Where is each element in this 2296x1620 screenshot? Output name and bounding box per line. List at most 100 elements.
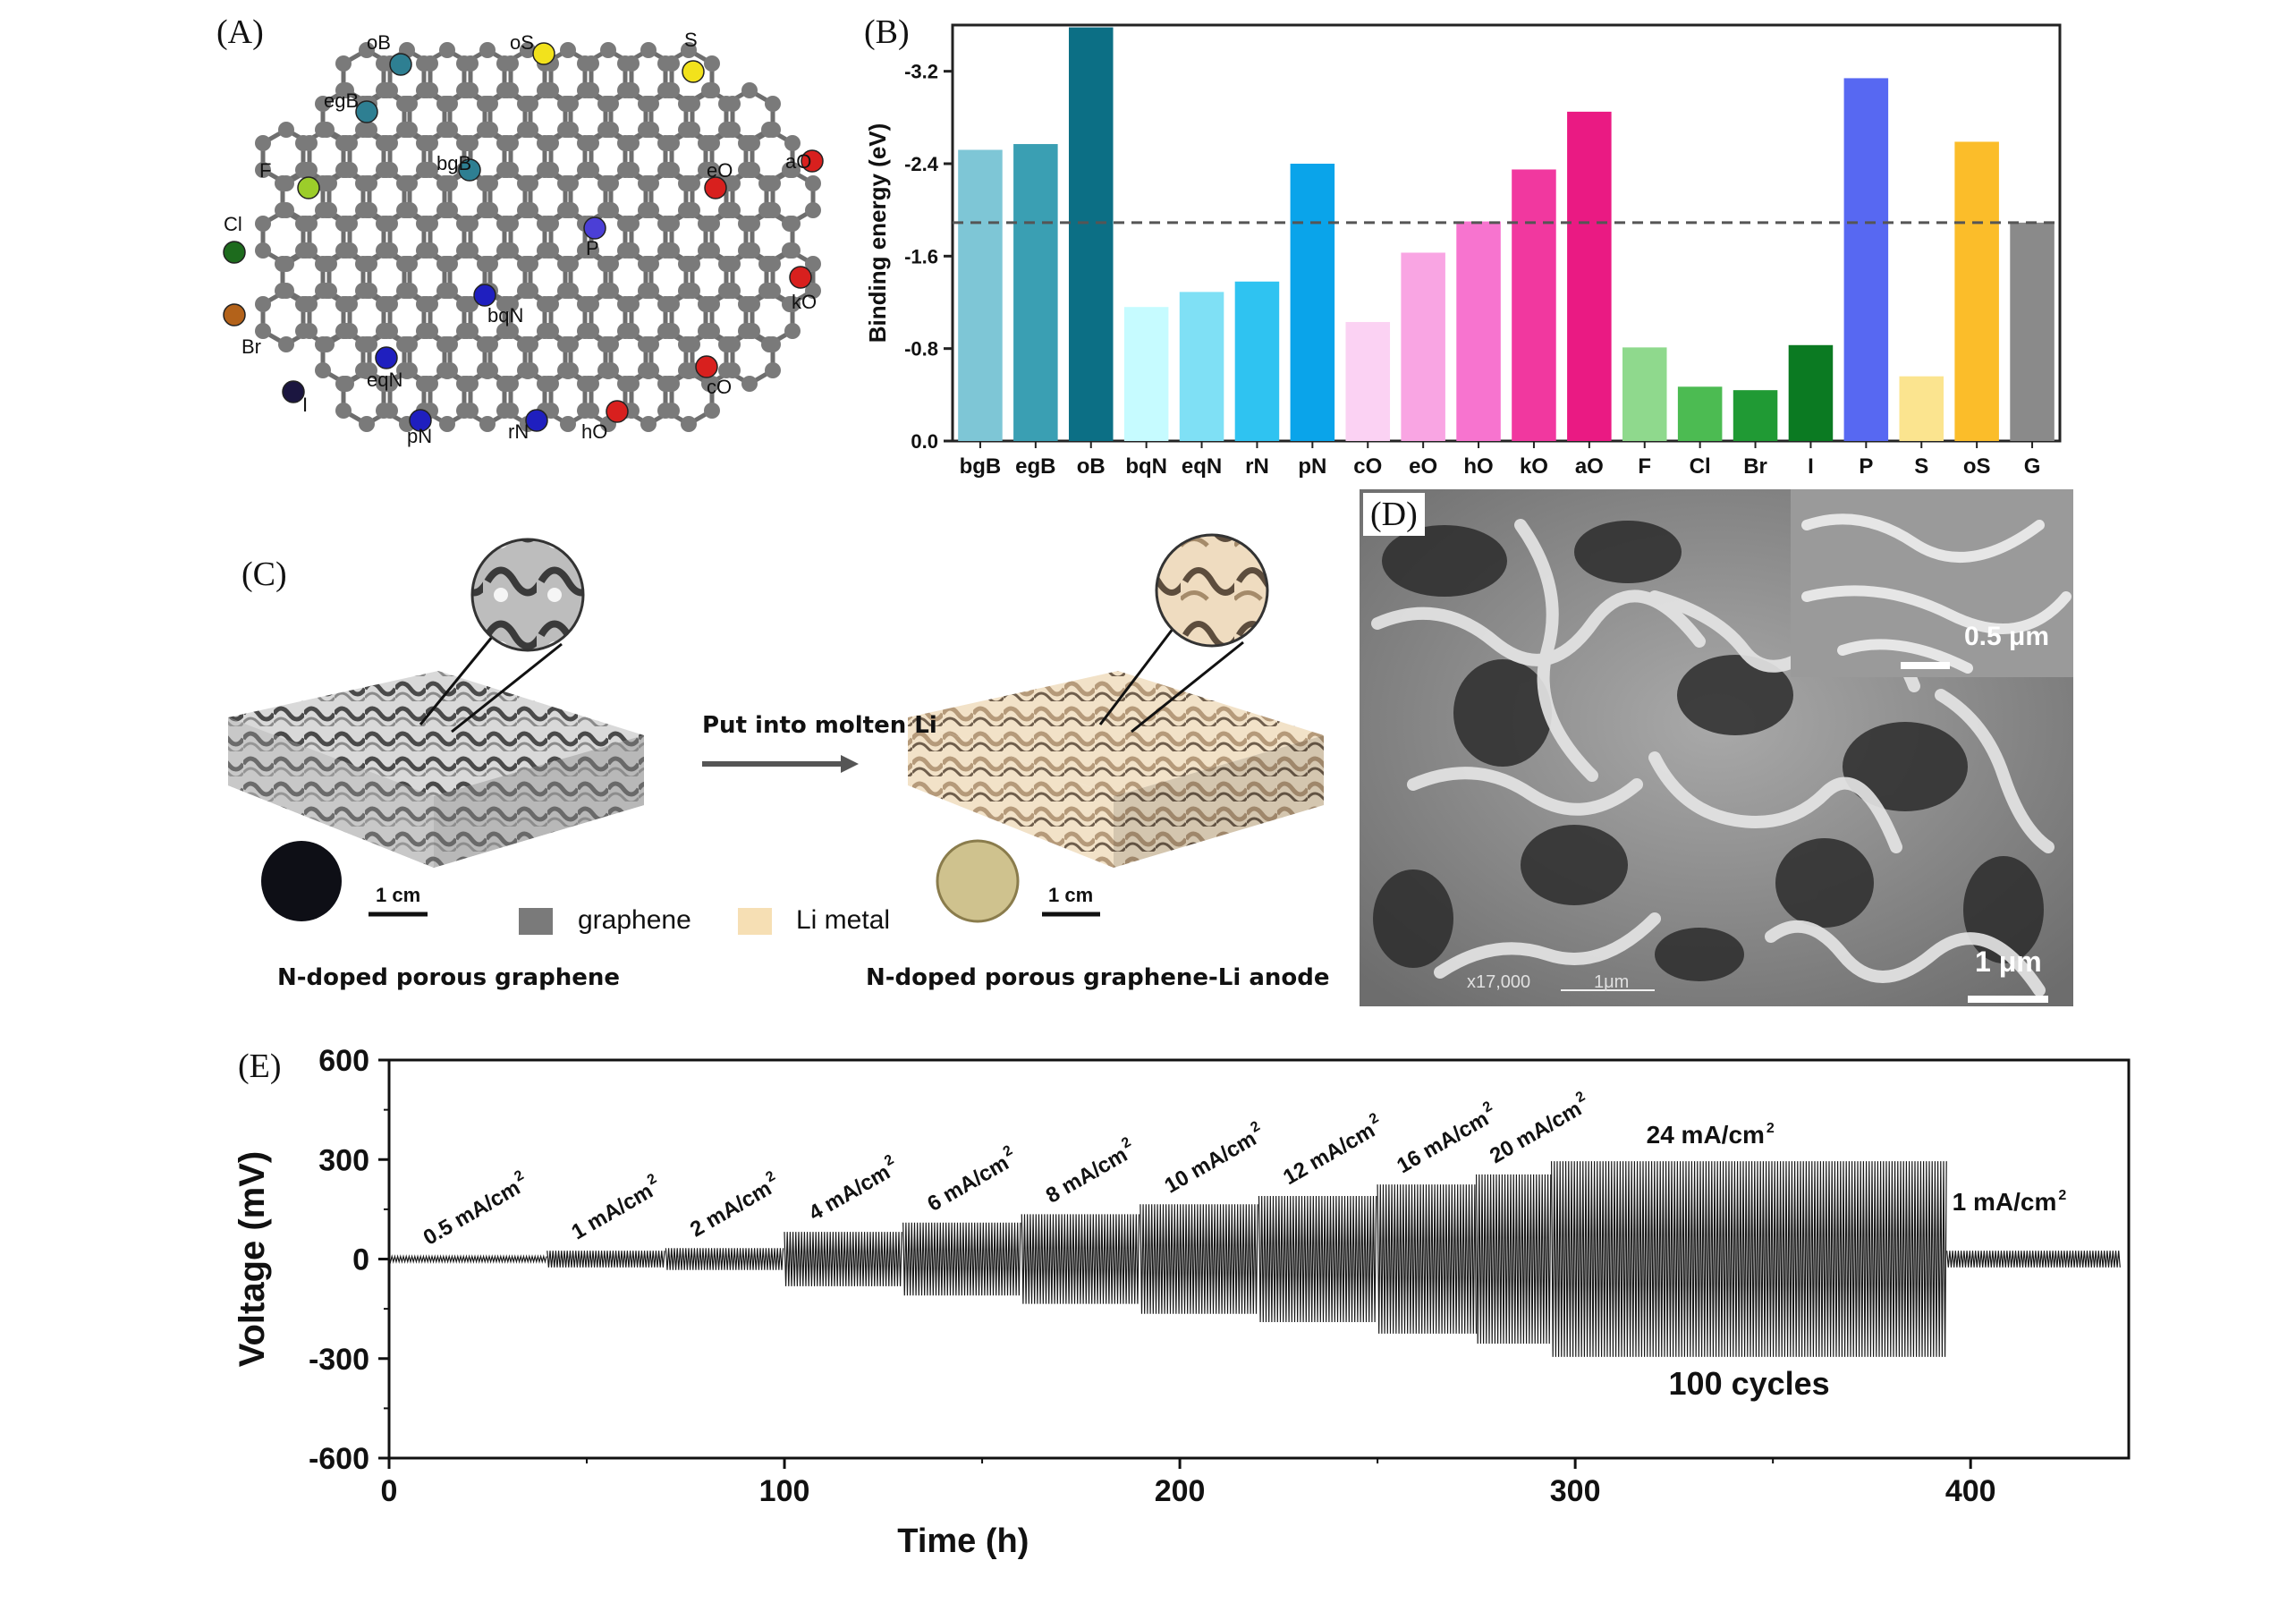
carbon-atom: [517, 175, 533, 191]
carbon-atom: [580, 323, 597, 339]
carbon-atom: [295, 323, 311, 339]
carbon-atom: [681, 363, 697, 379]
bar-rN: [1234, 281, 1280, 441]
carbon-atom: [560, 283, 576, 299]
carbon-atom: [436, 336, 453, 352]
carbon-atom: [479, 416, 496, 432]
y-tick-label-e: 600: [318, 1044, 369, 1078]
rate-label-text: 24 mA/cm: [1647, 1121, 1765, 1149]
carbon-atom: [718, 256, 734, 272]
rate-label-text: 16 mA/cm: [1393, 1107, 1493, 1178]
carbon-atom: [517, 256, 533, 272]
carbon-atom: [456, 376, 472, 392]
voltage-segment-11: [1946, 1251, 2121, 1268]
carbon-atom: [580, 162, 597, 178]
carbon-atom: [439, 363, 455, 379]
rate-label-text: 4 mA/cm: [805, 1160, 894, 1226]
site-atom-hO: [606, 400, 629, 423]
site-label-hO: hO: [581, 420, 607, 443]
carbon-atom: [436, 175, 453, 191]
carbon-atom: [439, 416, 455, 432]
rate-label-text: 1 mA/cm: [1953, 1188, 2057, 1216]
bar-egB: [1013, 144, 1058, 441]
site-label-egB: egB: [324, 89, 359, 112]
carbon-atom: [597, 256, 614, 272]
bar-S: [1899, 376, 1944, 441]
carbon-atom: [560, 202, 576, 218]
carbon-atom: [278, 336, 294, 352]
carbon-atom: [784, 216, 801, 232]
carbon-atom: [315, 96, 331, 112]
x-tick-label-cO: cO: [1353, 454, 1382, 479]
carbon-atom: [657, 55, 674, 72]
carbon-atom: [318, 122, 335, 138]
carbon-atom: [479, 42, 496, 58]
carbon-atom: [496, 135, 513, 151]
carbon-atom: [278, 122, 294, 138]
rate-label: 16 mA/cm2: [1393, 1098, 1495, 1178]
bar-bqN: [1123, 307, 1169, 441]
voltage-segment-9: [1476, 1174, 1552, 1344]
carbon-atom: [416, 135, 432, 151]
carbon-atom: [298, 162, 314, 178]
carbon-atom: [439, 283, 455, 299]
carbon-atom: [640, 202, 657, 218]
x-tick-label-e: 400: [1945, 1474, 1996, 1508]
carbon-atom: [678, 175, 694, 191]
rate-label: 4 mA/cm2: [805, 1152, 897, 1226]
carbon-atom: [376, 216, 392, 232]
bar-pN: [1290, 164, 1335, 441]
carbon-atom: [638, 96, 654, 112]
y-tick-label-e: 0: [352, 1243, 369, 1277]
site-atom-egB: [355, 100, 378, 123]
carbon-atom: [537, 135, 553, 151]
carbon-atom: [520, 283, 536, 299]
rate-label: 12 mA/cm2: [1279, 1110, 1381, 1190]
rate-label: 1 mA/cm2: [567, 1171, 659, 1244]
x-tick-label-I: I: [1808, 454, 1814, 479]
carbon-atom: [701, 162, 717, 178]
carbon-atom: [557, 175, 573, 191]
site-atom-S: [682, 60, 705, 83]
rate-label-text: 0.5 mA/cm: [419, 1175, 524, 1250]
site-atom-eO: [704, 176, 727, 199]
carbon-atom: [577, 376, 593, 392]
voltage-segment-1: [546, 1251, 665, 1268]
li-anode-block: [908, 671, 1324, 868]
carbon-atom: [479, 202, 496, 218]
carbon-atom: [456, 135, 472, 151]
carbon-atom: [399, 283, 415, 299]
carbon-atom: [376, 55, 392, 72]
carbon-atom: [784, 323, 801, 339]
carbon-atom: [499, 323, 515, 339]
li-sample-photo: [937, 841, 1018, 921]
carbon-atom: [295, 296, 311, 312]
carbon-atom: [805, 202, 821, 218]
carbon-atom: [678, 256, 694, 272]
carbon-atom: [338, 323, 354, 339]
site-label-bqN: bqN: [487, 304, 523, 327]
carbon-atom: [520, 122, 536, 138]
carbon-atom: [376, 296, 392, 312]
site-label-pN: pN: [407, 425, 432, 447]
bar-aO: [1567, 111, 1612, 441]
carbon-atom: [396, 175, 412, 191]
carbon-atom: [765, 336, 781, 352]
carbon-atom: [318, 283, 335, 299]
rate-label-text: 6 mA/cm: [923, 1150, 1012, 1216]
carbon-atom: [399, 122, 415, 138]
site-atom-P: [583, 216, 606, 240]
carbon-atom: [805, 256, 821, 272]
carbon-atom: [721, 202, 737, 218]
carbon-atom: [378, 323, 394, 339]
carbon-atom: [255, 135, 271, 151]
site-atom-cO: [695, 355, 718, 378]
rate-label-text: 10 mA/cm: [1161, 1126, 1261, 1198]
carbon-atom: [704, 376, 720, 392]
x-tick-label-e: 200: [1155, 1474, 1206, 1508]
carbon-atom: [557, 96, 573, 112]
carbon-atom: [681, 42, 697, 58]
x-tick-label-kO: kO: [1520, 454, 1548, 479]
rate-label: 8 mA/cm2: [1042, 1134, 1134, 1208]
